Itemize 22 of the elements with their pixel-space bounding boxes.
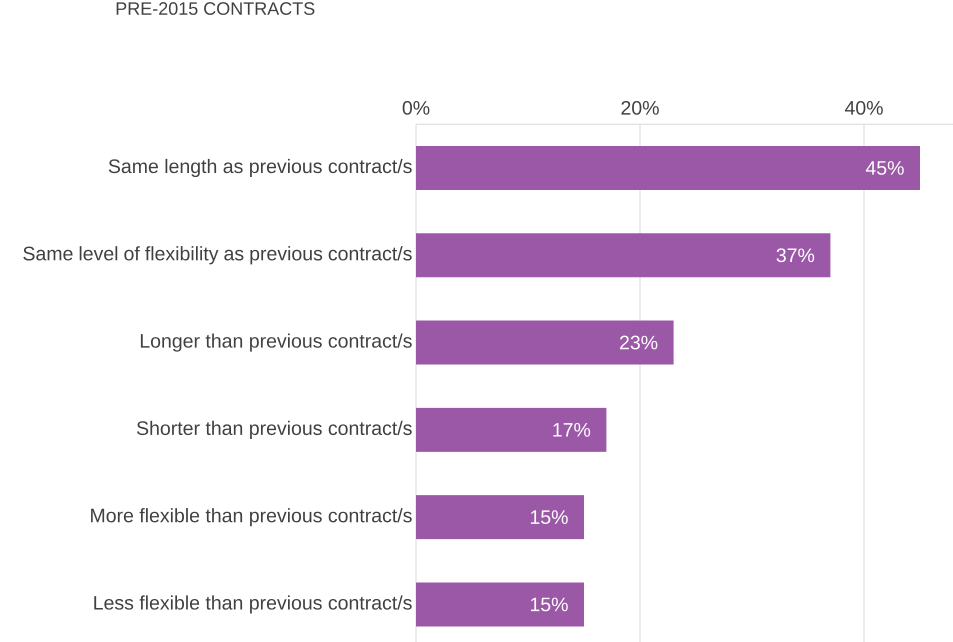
bar xyxy=(416,320,674,365)
y-tick-label: Same level of flexibility as previous contract/s xyxy=(23,246,412,264)
y-tick-label: More flexible than previous contract/s xyxy=(91,508,412,526)
data-label: 15% xyxy=(530,598,568,612)
bar xyxy=(416,495,584,540)
bar xyxy=(416,408,606,452)
y-tick-label: Same length as previous contract/s xyxy=(108,158,412,178)
data-label: 23% xyxy=(620,336,658,350)
y-tick-label: Longer than previous contract/s xyxy=(140,333,412,352)
x-tick-label: 40% xyxy=(844,100,883,115)
bar xyxy=(416,146,920,190)
text: PRE-2015 CONTRACTS xyxy=(116,2,314,15)
y-tick-label: Shorter than previous contract/s xyxy=(136,420,412,439)
data-label: 37% xyxy=(776,248,814,262)
y-tick-label: Less flexible than previous contract/s xyxy=(94,595,412,614)
bar xyxy=(416,582,584,626)
data-label: 17% xyxy=(553,423,590,437)
data-label: 45% xyxy=(866,161,904,175)
x-tick-label: 0% xyxy=(402,100,430,115)
bar xyxy=(416,233,830,278)
data-label: 15% xyxy=(530,510,568,524)
x-tick-label: 20% xyxy=(621,100,659,115)
